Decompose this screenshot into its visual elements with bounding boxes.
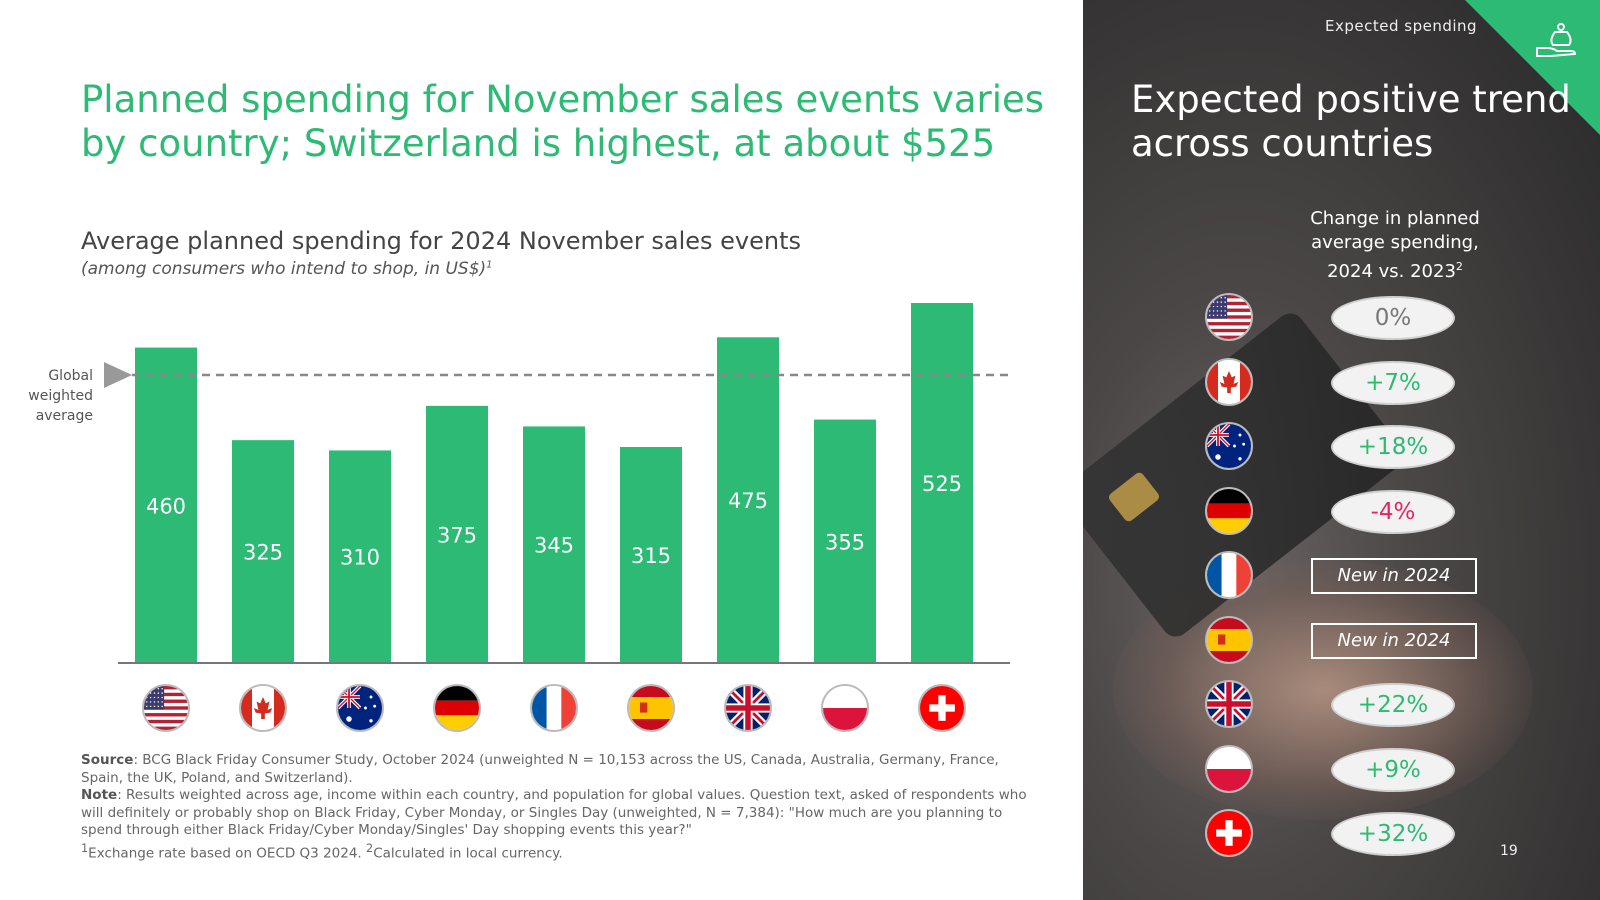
x-tick-france bbox=[530, 684, 580, 734]
flag-spain-icon bbox=[1205, 615, 1253, 664]
bar-spain bbox=[620, 447, 682, 663]
flag-poland-icon bbox=[1205, 744, 1253, 793]
side-flag-switzerland bbox=[1205, 809, 1255, 859]
bar-value-label: 460 bbox=[146, 494, 186, 518]
money-bag-hand-icon bbox=[1536, 23, 1577, 57]
bar-value-label: 355 bbox=[825, 530, 865, 554]
section-tag: Expected spending bbox=[1325, 17, 1478, 35]
chart-subtitle: (among consumers who intend to shop, in … bbox=[81, 259, 493, 279]
bar-canada bbox=[232, 440, 294, 663]
bar-value-label: 345 bbox=[534, 534, 574, 558]
side-flag-australia bbox=[1205, 422, 1255, 472]
change-value-switzerland: +32% bbox=[1331, 812, 1455, 856]
flag-france-icon bbox=[530, 684, 578, 732]
flag-us-icon bbox=[142, 684, 190, 732]
flag-germany-icon bbox=[433, 684, 481, 732]
flag-germany-icon bbox=[1205, 486, 1253, 535]
side-flag-us bbox=[1205, 293, 1255, 343]
side-flag-poland bbox=[1205, 744, 1255, 795]
bar-value-label: 325 bbox=[243, 541, 283, 565]
x-tick-canada bbox=[239, 684, 289, 734]
x-tick-switzerland bbox=[918, 684, 968, 734]
bar-value-label: 375 bbox=[437, 523, 477, 547]
x-tick-poland bbox=[821, 684, 871, 734]
side-flag-uk bbox=[1205, 680, 1255, 730]
flag-canada-icon bbox=[1205, 357, 1253, 406]
x-tick-us bbox=[142, 684, 192, 734]
global-average-label: Global weighted average bbox=[28, 368, 93, 424]
change-value-germany: -4% bbox=[1331, 489, 1455, 534]
side-flag-germany bbox=[1205, 486, 1255, 537]
source-notes: Source: BCG Black Friday Consumer Study,… bbox=[81, 752, 1027, 861]
flag-us-icon bbox=[1205, 293, 1253, 341]
x-tick-uk bbox=[724, 684, 774, 734]
change-value-france: New in 2024 bbox=[1311, 558, 1477, 594]
change-value-uk: +22% bbox=[1331, 683, 1455, 727]
side-flag-canada bbox=[1205, 357, 1255, 408]
bar-uk bbox=[717, 337, 779, 663]
x-tick-australia bbox=[336, 684, 386, 734]
page-title: Planned spending for November sales even… bbox=[81, 78, 1045, 165]
bar-germany bbox=[426, 405, 488, 663]
change-value-poland: +9% bbox=[1331, 747, 1455, 792]
bar-value-label: 525 bbox=[922, 472, 962, 496]
change-value-spain: New in 2024 bbox=[1311, 622, 1477, 659]
corner-accent bbox=[1465, 0, 1600, 135]
flag-canada-icon bbox=[239, 684, 287, 732]
side-flag-spain bbox=[1205, 615, 1255, 666]
flag-uk-icon bbox=[724, 684, 772, 732]
change-value-canada: +7% bbox=[1331, 360, 1455, 405]
bar-us bbox=[135, 347, 197, 663]
flag-uk-icon bbox=[1205, 680, 1253, 728]
change-header: Change in planned average spending, 2024… bbox=[1310, 208, 1480, 282]
bar-chart: 460 325 310 375 345 315 475 355 525 bbox=[104, 303, 1010, 664]
flag-poland-icon bbox=[821, 684, 869, 732]
x-tick-germany bbox=[433, 684, 483, 734]
flag-france-icon bbox=[1205, 551, 1253, 599]
x-tick-spain bbox=[627, 684, 677, 734]
flag-switzerland-icon bbox=[1205, 809, 1253, 857]
bar-value-label: 315 bbox=[631, 544, 671, 568]
bar-value-label: 310 bbox=[340, 546, 380, 570]
flag-australia-icon bbox=[336, 684, 384, 732]
bar-australia bbox=[329, 450, 391, 663]
side-flag-france bbox=[1205, 551, 1255, 601]
flag-australia-icon bbox=[1205, 422, 1253, 470]
global-average-marker bbox=[104, 362, 132, 388]
bar-switzerland bbox=[911, 303, 973, 663]
change-value-us: 0% bbox=[1331, 296, 1455, 340]
change-value-australia: +18% bbox=[1331, 425, 1455, 469]
flag-spain-icon bbox=[627, 684, 675, 732]
bar-france bbox=[523, 426, 585, 663]
chart-title: Average planned spending for 2024 Novemb… bbox=[81, 227, 801, 255]
flag-switzerland-icon bbox=[918, 684, 966, 732]
bar-value-label: 475 bbox=[728, 489, 768, 513]
page-number: 19 bbox=[1500, 843, 1518, 859]
side-title: Expected positive trend across countries bbox=[1131, 78, 1571, 165]
bar-poland bbox=[814, 419, 876, 663]
